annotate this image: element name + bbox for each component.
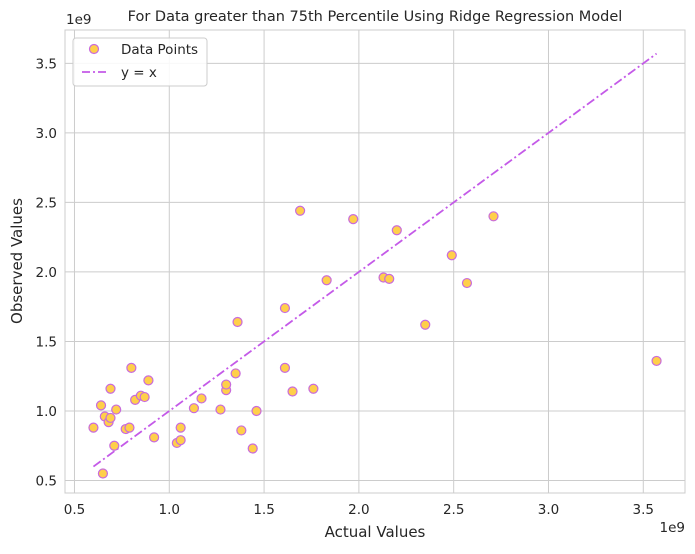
data-point [251,405,262,417]
y-tick-label: 2.0 [36,265,57,281]
x-tick-label: 2.5 [443,502,464,518]
y-offset-label: 1e9 [66,12,91,28]
y-tick-label: 3.0 [36,126,57,142]
data-point [321,275,332,286]
x-tick-label: 3.5 [633,502,654,518]
y-tick-label: 0.5 [36,473,57,489]
data-point [461,277,473,289]
data-points-layer [88,205,662,479]
y-equals-x-line [92,52,658,468]
tick-labels: 0.5 1.0 1.5 2.0 2.5 3.0 3.5 0.5 1.0 1.5 2.0 2.5 3.0 3… [36,56,655,518]
data-point [446,250,457,261]
x-offset-label: 1e9 [660,520,685,536]
data-point [105,383,116,394]
data-point [384,273,395,284]
data-point [149,432,160,443]
data-point [139,391,150,403]
chart-title: For Data greater than 75th Percentile Us… [128,9,623,25]
legend-box [72,37,208,87]
data-point [105,412,116,424]
reference-line-layer [92,52,658,468]
data-point [124,422,135,433]
data-point [247,443,258,454]
data-point [287,386,298,397]
y-tick-label: 2.5 [36,195,57,211]
data-point [175,422,186,433]
data-point [295,205,306,216]
plot-area [64,29,686,494]
x-tick-label: 3.0 [538,502,559,518]
data-point [111,404,122,415]
data-point [391,225,402,236]
legend-marker-data-points [88,43,100,55]
data-point [488,211,499,222]
legend: Data Points y = x [72,37,208,87]
y-axis-label: Observed Values [8,198,26,324]
grid [65,30,685,493]
x-tick-label: 0.5 [64,502,85,518]
x-axis-label: Actual Values [325,523,426,541]
data-point [279,362,291,373]
data-point [651,355,662,367]
data-point [279,302,291,314]
data-point [95,400,107,411]
data-point [420,319,431,330]
data-point [97,468,109,479]
data-point [308,383,319,394]
data-point [215,404,226,415]
data-point [221,379,232,390]
data-point [232,316,243,328]
x-tick-label: 2.0 [348,502,369,518]
data-point [188,403,200,414]
data-point [126,362,137,373]
y-tick-label: 3.5 [36,56,57,72]
data-point [88,422,99,433]
x-tick-label: 1.5 [253,502,274,518]
y-tick-label: 1.5 [36,334,57,350]
legend-label-y-equals-x: y = x [121,65,157,81]
data-point [236,425,247,436]
data-point [196,393,207,404]
legend-label-data-points: Data Points [121,42,198,58]
data-point [109,440,120,451]
data-point [143,375,154,386]
data-point [175,435,186,446]
y-tick-label: 1.0 [36,404,57,420]
data-point [348,213,359,225]
x-tick-label: 1.0 [159,502,180,518]
data-point [230,368,241,379]
